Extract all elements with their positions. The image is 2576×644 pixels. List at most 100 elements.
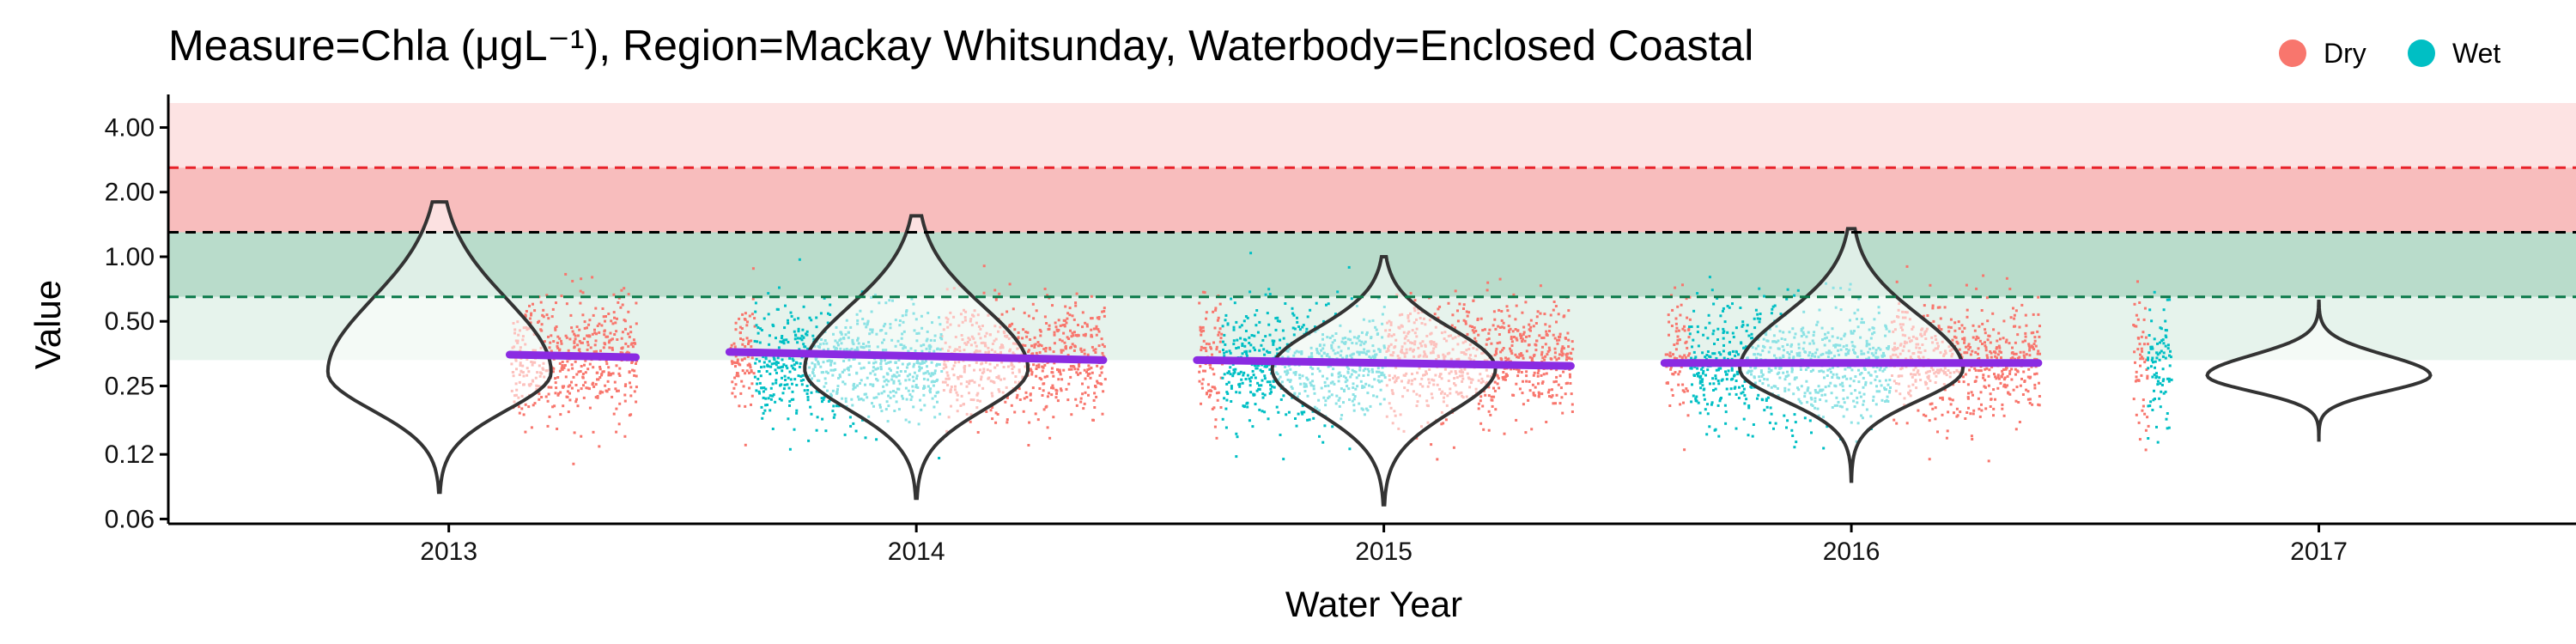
data-point xyxy=(2133,350,2136,354)
data-point xyxy=(1244,378,1248,380)
data-point xyxy=(628,351,631,355)
data-point xyxy=(1096,316,1099,319)
data-point xyxy=(1308,418,1311,422)
data-point xyxy=(1433,313,1437,316)
data-point xyxy=(1741,325,1744,328)
data-point xyxy=(2022,370,2026,374)
data-point xyxy=(1686,354,1690,357)
data-point xyxy=(551,307,555,311)
data-point xyxy=(1085,323,1089,326)
data-point xyxy=(1238,391,1242,394)
data-point xyxy=(1235,320,1238,324)
data-point xyxy=(1747,406,1751,410)
data-point xyxy=(607,313,611,315)
data-point xyxy=(1263,377,1267,380)
data-point xyxy=(1516,338,1519,342)
data-point xyxy=(580,341,583,344)
data-point xyxy=(2028,349,2032,352)
data-point xyxy=(1243,404,1246,408)
data-point xyxy=(635,301,638,305)
data-point xyxy=(1679,313,1682,317)
data-point xyxy=(1988,334,1991,337)
data-point xyxy=(1984,349,1988,352)
data-point xyxy=(1072,365,1076,368)
data-point xyxy=(1941,396,1944,399)
data-point xyxy=(1271,339,1274,343)
data-point xyxy=(2155,425,2158,428)
data-point xyxy=(1249,391,1253,394)
data-point xyxy=(547,392,550,396)
data-point xyxy=(1550,357,1553,361)
data-point xyxy=(1230,385,1233,388)
data-point xyxy=(593,331,597,335)
data-point xyxy=(1978,357,1981,360)
data-point xyxy=(2144,428,2148,432)
data-point xyxy=(1722,327,1725,331)
data-point xyxy=(1055,392,1058,395)
data-point xyxy=(2008,342,2011,345)
data-point xyxy=(1923,304,1926,307)
data-point xyxy=(554,377,557,380)
data-point xyxy=(2158,376,2161,380)
data-point xyxy=(1985,296,1989,300)
data-point xyxy=(602,315,605,319)
data-point xyxy=(615,330,618,333)
data-point xyxy=(574,400,578,404)
data-point xyxy=(1221,325,1224,328)
data-point xyxy=(2152,398,2155,402)
data-point xyxy=(2006,384,2009,387)
data-point xyxy=(2000,356,2002,359)
data-point xyxy=(2135,375,2138,379)
data-point xyxy=(588,362,592,366)
data-point xyxy=(1683,448,1686,452)
data-point xyxy=(1238,382,1242,386)
data-point xyxy=(1551,388,1553,392)
data-point xyxy=(598,392,602,395)
data-point xyxy=(1063,341,1066,344)
data-point xyxy=(1965,345,1967,349)
data-point xyxy=(1033,336,1036,339)
data-point xyxy=(1438,305,1442,308)
data-point xyxy=(1984,368,1987,371)
data-point xyxy=(532,302,534,306)
data-point xyxy=(1059,324,1062,327)
data-point xyxy=(550,386,553,389)
data-point xyxy=(1035,374,1038,378)
data-point xyxy=(1708,276,1711,279)
data-point xyxy=(1060,349,1063,352)
data-point xyxy=(781,369,784,373)
data-point xyxy=(740,358,744,361)
data-point xyxy=(755,324,758,327)
data-point xyxy=(1222,340,1224,343)
data-point xyxy=(1533,371,1536,374)
data-point xyxy=(1230,386,1233,390)
data-point xyxy=(1685,387,1688,391)
data-point xyxy=(783,326,787,330)
data-point xyxy=(1978,369,1980,373)
data-point xyxy=(617,389,620,392)
data-point xyxy=(1556,338,1558,342)
data-point xyxy=(2166,427,2169,430)
data-point xyxy=(561,364,564,368)
data-point xyxy=(2164,334,2167,337)
data-point xyxy=(1684,355,1687,359)
data-point xyxy=(1064,319,1066,322)
data-point xyxy=(781,392,785,395)
data-point xyxy=(767,313,770,316)
data-point xyxy=(782,387,786,391)
data-point xyxy=(765,370,769,373)
data-point xyxy=(1893,418,1896,422)
data-point xyxy=(571,367,574,370)
data-point xyxy=(601,391,605,394)
data-point xyxy=(1728,392,1731,396)
data-point xyxy=(1981,322,1984,325)
data-point xyxy=(1485,338,1489,342)
data-point xyxy=(1039,330,1042,333)
threshold-band-1 xyxy=(168,167,2576,233)
data-point xyxy=(2160,390,2163,393)
data-point xyxy=(1089,376,1092,380)
data-point xyxy=(2138,301,2142,304)
data-point xyxy=(1073,345,1077,349)
data-point xyxy=(1215,436,1218,440)
data-point xyxy=(1273,386,1276,389)
